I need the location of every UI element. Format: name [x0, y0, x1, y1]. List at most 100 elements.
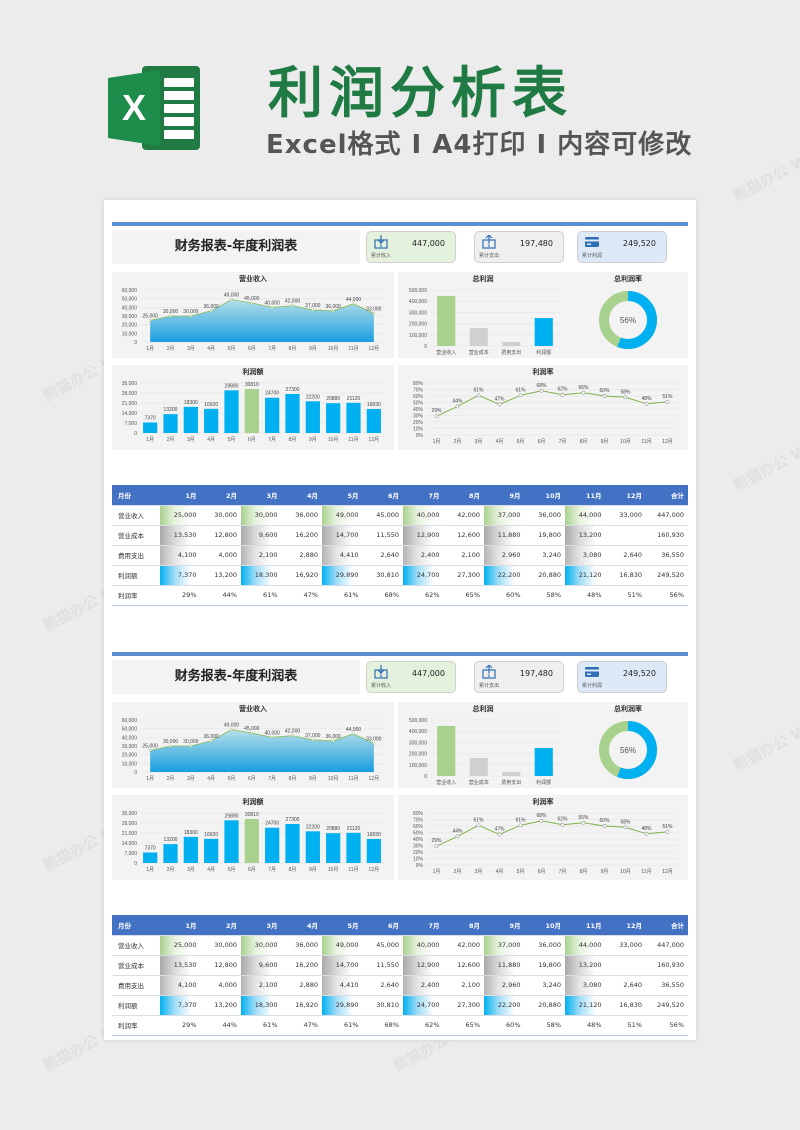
page-header: X 利润分析表 Excel格式 I A4打印 I 内容可修改 [0, 0, 800, 195]
table-cell: 30,810 [362, 565, 403, 586]
table-cell: 58% [524, 585, 565, 606]
table-cell: 16,200 [281, 955, 322, 976]
data-point [644, 831, 649, 836]
x-tick-label: 9月 [601, 869, 609, 875]
data-label: 60% [599, 388, 610, 394]
y-tick-label: 30,000 [122, 314, 138, 320]
bar [469, 327, 488, 346]
profit-amount-bar-chart: 0 7,000 14,000 21,000 28,000 35,000 7370 1月 1320… [122, 811, 384, 873]
data-label: 48% [641, 826, 652, 832]
bar [163, 844, 178, 863]
data-point [644, 401, 649, 406]
svg-text:$: $ [487, 243, 490, 249]
table-cell: 2,640 [605, 545, 646, 566]
header-cell: 1月 [160, 485, 201, 506]
table-cell: 33,000 [605, 505, 646, 526]
y-tick-label: 28,000 [122, 821, 138, 827]
x-tick-label: 6月 [538, 439, 546, 445]
wallet-card-icon [585, 667, 599, 677]
kpi-value: 447,000 [411, 669, 445, 678]
row-label: 利润率 [112, 1015, 160, 1036]
bar [305, 401, 320, 433]
x-tick-label: 5月 [228, 346, 236, 352]
kpi-total-income: $ 累计收入 447,000 [366, 231, 456, 263]
data-label: 30810 [245, 382, 259, 388]
x-tick-label: 3月 [475, 869, 483, 875]
x-tick-label: 12月 [662, 869, 673, 875]
table-cell: 30,000 [200, 505, 241, 526]
x-tick-label: 4月 [207, 867, 215, 873]
data-point [270, 735, 274, 739]
header-cell: 8月 [443, 915, 484, 936]
header-cell: 11月 [565, 915, 606, 936]
x-tick-label: 1月 [146, 776, 154, 782]
x-tick-label: 9月 [309, 776, 317, 782]
data-label: 22200 [306, 824, 320, 830]
total-profit-panel: 总利润 总利润率 0 100,000 200,000 300,000 400,000 50… [398, 272, 688, 358]
header-cell: 9月 [484, 485, 525, 506]
table-cell: 62% [403, 585, 444, 606]
total-profit-bar-chart: 0 100,000 200,000 300,000 400,000 500,000 营业收入… [409, 718, 657, 786]
data-point [352, 732, 355, 736]
row-label: 营业收入 [112, 505, 160, 526]
bar [285, 824, 300, 863]
data-label: 13200 [164, 407, 178, 413]
x-tick-label: 10月 [620, 439, 631, 445]
table-cell: 2,960 [484, 545, 525, 566]
header-cell-month: 月份 [112, 485, 160, 506]
data-label: 27300 [286, 817, 300, 823]
data-label: 65% [578, 815, 589, 821]
table-cell: 60% [484, 1015, 525, 1036]
table-cell: 16,920 [281, 995, 322, 1016]
header-cell: 12月 [605, 485, 646, 506]
chart-title: 利润率 [532, 368, 554, 376]
data-point [311, 738, 315, 742]
header-cell: 8月 [443, 485, 484, 506]
x-tick-label: 9月 [601, 439, 609, 445]
x-tick-label: 营业成本 [469, 349, 489, 356]
data-point [539, 818, 544, 823]
y-tick-label: 14,000 [122, 411, 138, 417]
kpi-value: 447,000 [411, 239, 445, 248]
x-tick-label: 1月 [433, 439, 441, 445]
bar [265, 397, 280, 433]
header-cell: 10月 [524, 915, 565, 936]
a4-paper: 财务报表-年度利润表 $ 累计收入 447,000 $ 累计支出 197,480… [104, 200, 696, 1040]
y-tick-label: 0 [134, 431, 137, 437]
table-cell: 21,120 [565, 995, 606, 1016]
table-cell: 42,000 [443, 935, 484, 956]
row-total: 160,930 [646, 955, 688, 976]
table-cell: 2,100 [241, 545, 282, 566]
donut-center-label: 56% [620, 746, 636, 755]
data-point [189, 744, 193, 748]
table-cell: 2,400 [403, 545, 444, 566]
data-point [311, 308, 315, 312]
row-total: 36,550 [646, 975, 688, 996]
data-point [148, 748, 152, 752]
data-point [250, 301, 254, 305]
data-label: 61% [473, 817, 484, 823]
table-cell: 12,900 [403, 955, 444, 976]
bar [437, 725, 456, 776]
table-cell: 2,100 [443, 545, 484, 566]
expense-upload-icon: $ [482, 665, 496, 679]
y-tick-label: 40,000 [122, 305, 138, 311]
report-sheet-1: 财务报表-年度利润表 $ 累计收入 447,000 $ 累计支出 197,480… [112, 222, 688, 606]
data-point [518, 393, 523, 398]
y-tick-label: 300,000 [409, 310, 427, 316]
x-tick-label: 费用支出 [501, 349, 521, 356]
svg-text:$: $ [379, 673, 382, 679]
data-label: 40,000 [265, 730, 281, 736]
chart-title: 利润率 [532, 798, 554, 806]
chart-title: 利润额 [242, 798, 264, 806]
profit-rate-panel: 利润率 0% 10% 20% 30% 40% 50% 60% 70% 80% 29% 1月 44% 2月… [398, 795, 688, 880]
table-cell: 30,810 [362, 995, 403, 1016]
data-point [209, 309, 213, 313]
table-cell: 2,640 [362, 975, 403, 996]
bar [183, 836, 198, 863]
x-tick-label: 11月 [348, 346, 358, 352]
x-tick-label: 8月 [289, 437, 297, 443]
area-fill [150, 729, 374, 772]
total-profit-bar-chart: 0 100,000 200,000 300,000 400,000 500,000 营业收入… [409, 288, 657, 356]
bar [163, 414, 178, 433]
